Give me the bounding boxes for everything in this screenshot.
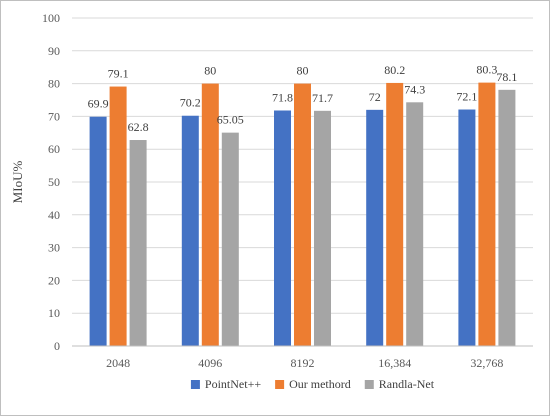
y-tick-label: 40: [48, 208, 60, 222]
bar: [109, 86, 127, 346]
data-label: 78.1: [496, 70, 517, 84]
bar: [181, 115, 199, 346]
bar: [274, 110, 291, 346]
gridlines: [72, 17, 533, 314]
legend-swatch: [275, 380, 285, 389]
data-label: 62.8: [128, 120, 149, 134]
y-tick-label: 0: [54, 339, 60, 353]
bar: [314, 110, 331, 346]
data-label: 80: [204, 64, 216, 78]
legend-label: Randla-Net: [379, 377, 435, 391]
x-tick-label: 2048: [106, 356, 130, 370]
y-tick-label: 70: [48, 109, 60, 123]
x-tick-label: 4096: [198, 356, 222, 370]
y-tick-label: 20: [48, 273, 60, 287]
bar: [386, 82, 404, 346]
y-tick-label: 10: [48, 306, 60, 320]
x-tick-label: 32,768: [470, 356, 503, 370]
bar: [89, 116, 107, 346]
data-label: 72.1: [456, 90, 477, 104]
y-tick-label: 60: [48, 142, 60, 156]
bars: [89, 82, 516, 347]
bar: [478, 82, 496, 346]
data-label: 79.1: [108, 67, 129, 81]
bar: [406, 102, 424, 347]
bar: [129, 140, 147, 346]
data-label: 72: [369, 90, 381, 104]
y-tick-label: 100: [42, 11, 60, 25]
y-tick-label: 50: [48, 175, 60, 189]
legend-label: PointNet++: [205, 377, 261, 391]
data-label: 74.3: [404, 82, 425, 96]
axes: 0 10 20 30 40 50 60 70 80 90 100 2048 4096 8192 16,384…: [42, 11, 533, 370]
data-label: 65.05: [217, 113, 244, 127]
data-label: 70.2: [180, 96, 201, 110]
x-tick-label: 16,384: [378, 356, 411, 370]
y-tick-label: 90: [48, 44, 60, 58]
y-tick-label: 30: [48, 241, 60, 255]
bar: [498, 89, 516, 346]
legend-label: Our methord: [289, 377, 351, 391]
data-label: 71.7: [312, 91, 333, 105]
legend-swatch: [190, 380, 200, 389]
data-label: 69.9: [88, 97, 109, 111]
bar: [366, 109, 384, 346]
legend: PointNet++ Our methord Randla-Net: [190, 377, 435, 391]
bar: [201, 83, 219, 346]
bar: [221, 132, 239, 346]
x-tick-label: 8192: [291, 356, 315, 370]
legend-swatch: [364, 380, 374, 389]
data-label: 71.8: [272, 90, 293, 104]
bar: [294, 83, 311, 346]
data-label: 80.2: [384, 63, 405, 77]
data-label: 80.3: [476, 63, 497, 77]
data-label: 80: [297, 64, 309, 78]
y-tick-label: 80: [48, 77, 60, 91]
y-axis-title: MIoU%: [10, 161, 25, 204]
bar: [458, 109, 476, 347]
